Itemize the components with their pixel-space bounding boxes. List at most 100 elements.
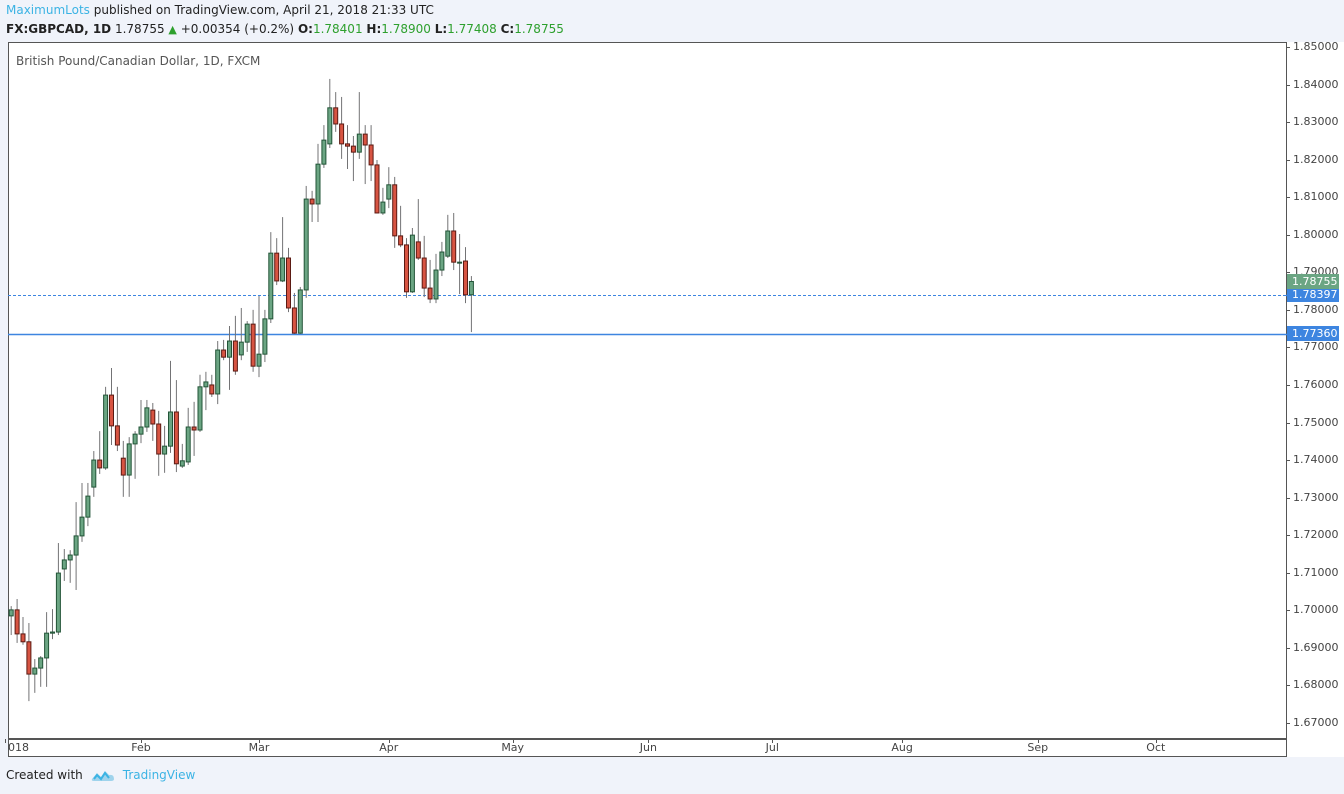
- candle[interactable]: [238, 307, 244, 361]
- candle-body-up: [303, 198, 309, 291]
- candle[interactable]: [120, 440, 126, 497]
- candle[interactable]: [14, 598, 20, 643]
- candle[interactable]: [150, 402, 156, 441]
- candle[interactable]: [392, 176, 398, 248]
- candle[interactable]: [468, 276, 474, 333]
- candle[interactable]: [315, 143, 321, 222]
- x-tick-mark: [1037, 739, 1039, 743]
- candle[interactable]: [421, 235, 427, 298]
- candle[interactable]: [262, 309, 268, 363]
- candle[interactable]: [85, 482, 91, 527]
- time-axis[interactable]: [8, 739, 1286, 757]
- candle[interactable]: [191, 401, 197, 456]
- candle[interactable]: [61, 549, 67, 581]
- candle[interactable]: [26, 623, 32, 702]
- candle[interactable]: [350, 135, 356, 182]
- candle[interactable]: [144, 399, 150, 432]
- candle[interactable]: [274, 238, 280, 286]
- candle[interactable]: [368, 125, 374, 182]
- candle[interactable]: [356, 92, 362, 159]
- candle[interactable]: [297, 286, 303, 334]
- candle[interactable]: [55, 543, 61, 636]
- candle[interactable]: [79, 482, 85, 542]
- candle-body-down: [109, 394, 114, 427]
- candle[interactable]: [209, 374, 215, 397]
- candle[interactable]: [333, 92, 339, 132]
- candle[interactable]: [138, 399, 144, 444]
- candle[interactable]: [67, 550, 73, 583]
- price-axis[interactable]: [1286, 42, 1344, 757]
- candle[interactable]: [309, 190, 315, 222]
- candle[interactable]: [404, 238, 409, 298]
- candle[interactable]: [173, 380, 179, 473]
- candle[interactable]: [457, 233, 463, 295]
- candlestick-chart[interactable]: [8, 42, 1286, 739]
- candle-body-up: [315, 163, 321, 205]
- candle[interactable]: [433, 253, 439, 304]
- candle[interactable]: [8, 606, 14, 636]
- candle[interactable]: [244, 321, 250, 352]
- candle[interactable]: [439, 241, 445, 277]
- candle[interactable]: [345, 125, 350, 170]
- candle[interactable]: [291, 292, 297, 334]
- candle[interactable]: [221, 339, 227, 361]
- tradingview-link[interactable]: TradingView: [122, 768, 196, 782]
- candle[interactable]: [268, 232, 274, 323]
- candle[interactable]: [303, 185, 309, 298]
- candle[interactable]: [409, 227, 415, 293]
- candle[interactable]: [197, 374, 203, 432]
- candle[interactable]: [97, 431, 103, 474]
- candle[interactable]: [256, 295, 262, 378]
- candle-body-up: [297, 289, 303, 334]
- candle[interactable]: [91, 451, 97, 497]
- candle[interactable]: [103, 386, 109, 470]
- candle[interactable]: [179, 443, 185, 468]
- candle[interactable]: [20, 617, 26, 645]
- candle-body-up: [144, 407, 150, 428]
- chart-pane[interactable]: British Pound/Canadian Dollar, 1D, FXCM: [8, 42, 1286, 739]
- candle-body-up: [138, 426, 144, 435]
- candle[interactable]: [50, 609, 55, 640]
- candle[interactable]: [280, 217, 286, 283]
- y-tick-label: 1.69000: [1293, 640, 1339, 654]
- candle[interactable]: [44, 612, 50, 687]
- candle[interactable]: [451, 212, 457, 271]
- candle[interactable]: [362, 125, 368, 185]
- candle[interactable]: [215, 341, 221, 405]
- candle[interactable]: [73, 502, 79, 590]
- candle[interactable]: [132, 431, 138, 479]
- candle[interactable]: [109, 368, 114, 446]
- candle[interactable]: [114, 386, 120, 452]
- x-tick-mark: [772, 739, 774, 743]
- candle[interactable]: [321, 125, 327, 168]
- candle-body-up: [73, 535, 79, 556]
- author-link[interactable]: MaximumLots: [6, 3, 90, 17]
- candle[interactable]: [250, 309, 256, 372]
- candle[interactable]: [126, 437, 132, 497]
- candle[interactable]: [463, 247, 468, 304]
- candle[interactable]: [445, 214, 451, 259]
- candle[interactable]: [203, 371, 209, 411]
- candle[interactable]: [427, 259, 433, 304]
- candle[interactable]: [380, 187, 386, 215]
- candle[interactable]: [185, 407, 191, 465]
- candle[interactable]: [286, 247, 291, 313]
- candle[interactable]: [327, 78, 333, 149]
- candle[interactable]: [386, 167, 392, 209]
- candle[interactable]: [156, 410, 162, 476]
- candle[interactable]: [415, 199, 421, 260]
- candle[interactable]: [32, 659, 38, 693]
- y-tick-mark: [1286, 497, 1290, 499]
- candle[interactable]: [168, 360, 173, 453]
- y-tick-mark: [1286, 197, 1290, 199]
- candle-body-up: [386, 184, 392, 200]
- candle[interactable]: [339, 96, 345, 159]
- candle[interactable]: [227, 325, 232, 390]
- candle[interactable]: [38, 656, 44, 687]
- candle[interactable]: [232, 315, 238, 375]
- candle-body-down: [463, 260, 468, 296]
- candle-body-down: [291, 307, 297, 334]
- candle[interactable]: [374, 160, 380, 214]
- candle[interactable]: [162, 425, 168, 473]
- candle[interactable]: [398, 205, 404, 248]
